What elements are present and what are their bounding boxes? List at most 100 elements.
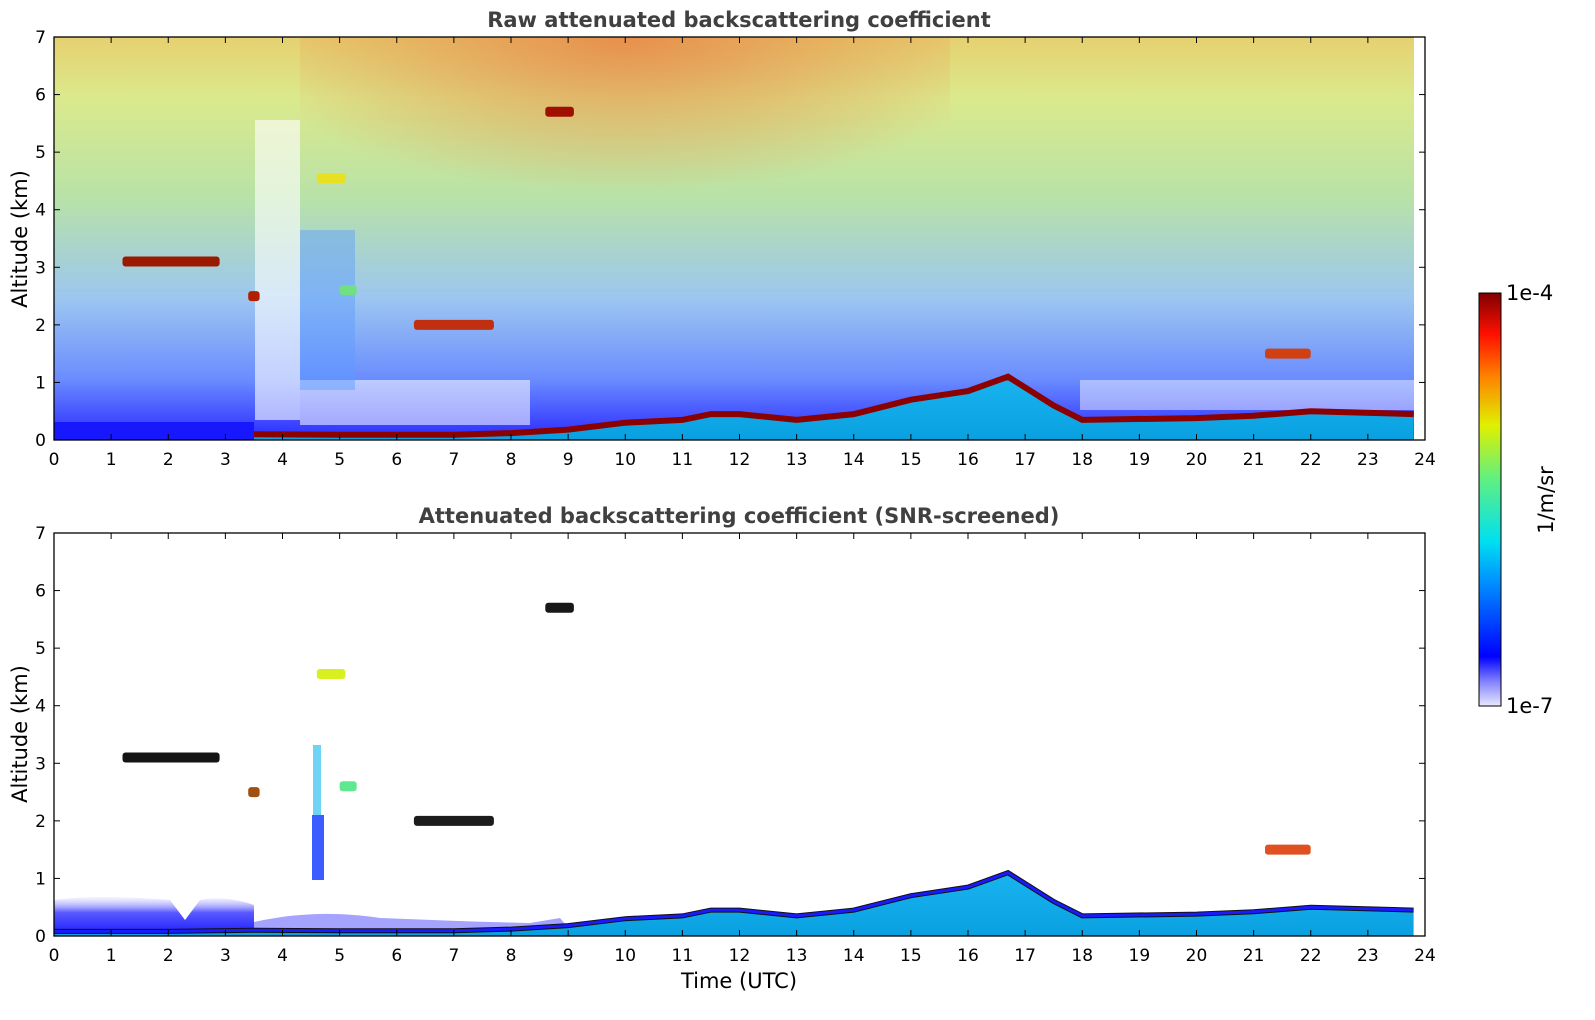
x-tick-label: 0 (49, 450, 60, 470)
x-tick-label: 5 (334, 946, 345, 966)
x-tick-label: 0 (49, 946, 60, 966)
x-tick-label: 23 (1357, 450, 1379, 470)
x-tick-label: 10 (614, 450, 636, 470)
elevated-aerosol-layer (316, 669, 346, 679)
x-tick-label: 15 (900, 450, 922, 470)
panel-screened: Attenuated backscattering coefficient (S… (8, 504, 1436, 993)
panel-raw: Raw attenuated backscattering coefficien… (8, 8, 1436, 470)
y-tick-label: 3 (35, 754, 46, 774)
x-tick-label: 24 (1414, 450, 1436, 470)
colorbar-max-label: 1e-4 (1506, 281, 1553, 305)
x-tick-label: 1 (106, 450, 117, 470)
screened-boundary-layer-fill (54, 872, 1414, 936)
y-tick-label: 4 (35, 201, 46, 221)
x-tick-label: 13 (786, 946, 808, 966)
x-tick-label: 21 (1243, 450, 1265, 470)
screened-background (54, 533, 1425, 936)
x-tick-label: 4 (277, 450, 288, 470)
x-tick-label: 14 (843, 450, 865, 470)
screened-plume-column (312, 815, 324, 880)
elevated-aerosol-layer (339, 285, 357, 296)
screened-elevated-layers (122, 602, 1311, 855)
y-tick-label: 5 (35, 143, 46, 163)
y-tick-label: 1 (35, 869, 46, 889)
x-tick-label: 4 (277, 946, 288, 966)
y-tick-label: 6 (35, 582, 46, 602)
screened-plume-column-upper (313, 745, 321, 815)
panel-screened-ylabel: Altitude (km) (8, 665, 32, 803)
y-tick-label: 2 (35, 812, 46, 832)
y-tick-label: 3 (35, 258, 46, 278)
x-tick-label: 20 (1186, 450, 1208, 470)
x-tick-label: 3 (220, 450, 231, 470)
x-tick-label: 12 (729, 946, 751, 966)
raw-clear-lowlevel-right (1080, 380, 1414, 410)
x-tick-label: 7 (448, 450, 459, 470)
y-tick-label: 1 (35, 373, 46, 393)
x-tick-label: 8 (506, 946, 517, 966)
colorbar: 1e-4 1e-7 1/m/sr (1478, 281, 1558, 718)
x-tick-label: 9 (563, 946, 574, 966)
raw-elevated-layers (122, 106, 1311, 359)
panel-raw-y-ticks: 0 1 2 3 4 5 6 7 (35, 28, 1425, 451)
elevated-aerosol-layer (413, 815, 494, 826)
raw-clear-lowlevel (300, 380, 530, 425)
x-tick-label: 19 (1129, 450, 1151, 470)
x-tick-label: 10 (614, 946, 636, 966)
panel-raw-x-ticks: 0 1 2 3 4 5 6 7 8 9 10 11 12 13 14 15 16 17 18 19 20 21 22 23 24 (49, 37, 1436, 470)
x-tick-label: 19 (1129, 946, 1151, 966)
elevated-aerosol-layer (316, 173, 346, 184)
x-tick-label: 15 (900, 946, 922, 966)
x-tick-label: 24 (1414, 946, 1436, 966)
panel-screened-x-ticks: 0 1 2 3 4 5 6 7 8 9 10 11 12 13 14 15 16 17 18 19 20 21 22 23 24 (49, 533, 1436, 966)
panel-raw-heatmap (54, 37, 1425, 440)
screened-near-surface-aerosol (54, 896, 254, 936)
raw-near-surface-layer (54, 422, 254, 440)
x-tick-label: 2 (163, 946, 174, 966)
panel-screened-y-ticks: 0 1 2 3 4 5 6 7 (35, 524, 1425, 947)
x-tick-label: 17 (1014, 450, 1036, 470)
panel-screened-xlabel: Time (UTC) (680, 969, 797, 993)
x-tick-label: 6 (391, 450, 402, 470)
y-tick-label: 7 (35, 28, 46, 48)
x-tick-label: 20 (1186, 946, 1208, 966)
x-tick-label: 16 (957, 450, 979, 470)
elevated-aerosol-layer (122, 256, 220, 267)
x-tick-label: 12 (729, 450, 751, 470)
x-tick-label: 22 (1300, 946, 1322, 966)
elevated-aerosol-layer (545, 602, 574, 613)
panel-raw-title: Raw attenuated backscattering coefficien… (487, 8, 991, 32)
x-tick-label: 13 (786, 450, 808, 470)
elevated-aerosol-layer (1265, 844, 1311, 855)
x-tick-label: 14 (843, 946, 865, 966)
colorbar-unit-label: 1/m/sr (1534, 466, 1558, 534)
elevated-aerosol-layer (248, 291, 260, 302)
elevated-aerosol-layer (248, 787, 260, 798)
y-tick-label: 5 (35, 639, 46, 659)
raw-clear-gap (255, 120, 300, 420)
x-tick-label: 16 (957, 946, 979, 966)
x-tick-label: 21 (1243, 946, 1265, 966)
x-tick-label: 5 (334, 450, 345, 470)
x-tick-label: 3 (220, 946, 231, 966)
x-tick-label: 22 (1300, 450, 1322, 470)
x-tick-label: 7 (448, 946, 459, 966)
x-tick-label: 18 (1071, 946, 1093, 966)
x-tick-label: 11 (672, 946, 694, 966)
raw-dense-blue-column (300, 230, 355, 390)
x-tick-label: 18 (1071, 450, 1093, 470)
colorbar-min-label: 1e-7 (1506, 694, 1553, 718)
x-tick-label: 2 (163, 450, 174, 470)
panel-raw-ylabel: Altitude (km) (8, 170, 32, 308)
x-tick-label: 23 (1357, 946, 1379, 966)
panel-screened-heatmap (54, 533, 1425, 936)
y-tick-label: 2 (35, 316, 46, 336)
x-tick-label: 6 (391, 946, 402, 966)
y-tick-label: 4 (35, 697, 46, 717)
x-tick-label: 9 (563, 450, 574, 470)
elevated-aerosol-layer (1265, 348, 1311, 359)
y-tick-label: 6 (35, 86, 46, 106)
y-tick-label: 0 (35, 927, 46, 947)
x-tick-label: 11 (672, 450, 694, 470)
